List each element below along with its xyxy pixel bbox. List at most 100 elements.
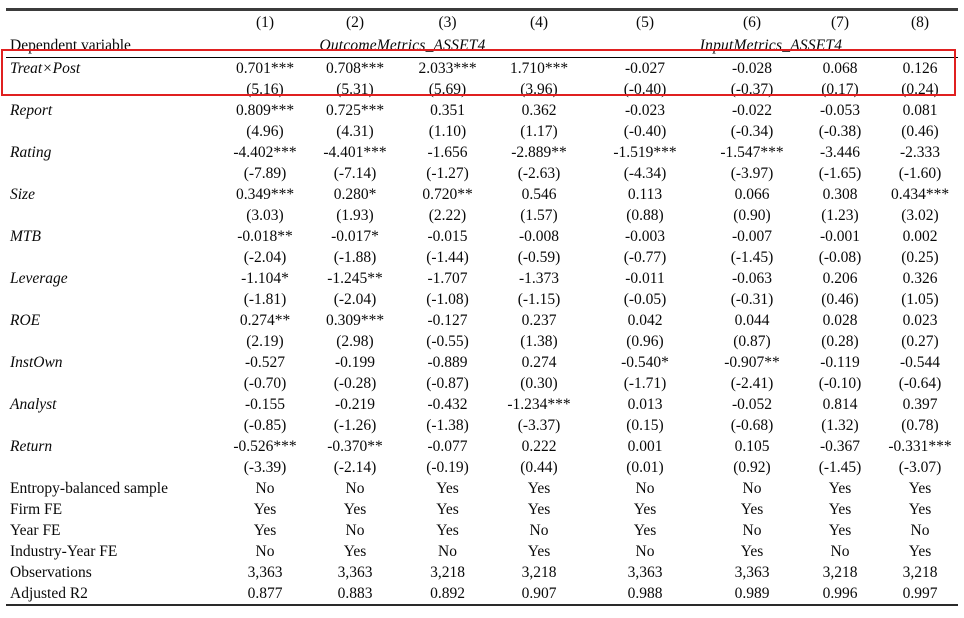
spec-value-cell: 3,218 [822, 564, 858, 581]
spec-value-cell: 0.877 [247, 585, 283, 602]
spec-value-cell: Yes [436, 480, 459, 497]
coefficient-cell: 0.066 [734, 186, 770, 203]
column-number: (7) [830, 14, 850, 31]
spec-value-cell: 0.883 [337, 585, 373, 602]
coefficient-cell: 0.126 [902, 60, 938, 77]
coefficient-cell: 0.237 [521, 312, 557, 329]
spec-value-cell: Yes [527, 543, 551, 560]
coefficient-cell: 0.362 [521, 102, 557, 119]
coefficient-cell: -0.219 [334, 396, 376, 413]
coefficient-cell: -0.370** [327, 438, 383, 455]
dependent-variable-row: Dependent variable OutcomeMetrics_ASSET4 I… [6, 34, 958, 58]
dep-var-group-header: OutcomeMetrics_ASSET4 [319, 37, 486, 54]
coefficient-cell: -0.007 [731, 228, 773, 245]
spec-value-cell: No [345, 480, 365, 497]
spec-value-cell: No [635, 543, 655, 560]
spec-row: Adjusted R2 0.877 0.883 0.892 0.907 0.988 0.98… [6, 583, 958, 605]
spec-value-cell: 3,218 [430, 564, 465, 581]
coefficient-cell: 0.809*** [235, 102, 295, 119]
column-number: (6) [742, 14, 762, 31]
spec-value-cell: No [830, 543, 850, 560]
coefficient-row: Leverage -1.104* -1.245** -1.707 -1.373 -0.01… [6, 268, 958, 289]
coefficient-cell: -0.889 [427, 354, 468, 371]
spec-value-cell: No [255, 480, 275, 497]
spec-value-cell: 3,363 [247, 564, 283, 581]
tstat-cell: (-0.34) [730, 123, 774, 140]
coefficient-row: Return -0.526*** -0.370** -0.077 0.222 0.001 0… [6, 436, 958, 457]
tstat-cell: (-2.14) [333, 459, 377, 476]
tstat-spacer [6, 289, 221, 310]
tstat-cell: (-0.10) [818, 375, 862, 392]
spec-value-cell: 0.892 [430, 585, 465, 602]
variable-label: Treat×Post [10, 60, 81, 77]
coefficient-row: Analyst -0.155 -0.219 -0.432 -1.234*** 0.013 -… [6, 394, 958, 415]
column-number: (2) [345, 14, 365, 31]
tstat-cell: (2.22) [428, 207, 467, 224]
spec-value-cell: 0.997 [902, 585, 938, 602]
spec-value-cell: Yes [908, 480, 932, 497]
spec-label: Firm FE [10, 501, 63, 518]
coefficient-cell: -0.907** [724, 354, 780, 371]
coefficient-cell: 0.081 [902, 102, 938, 119]
tstat-cell: (2.19) [246, 333, 284, 350]
spec-value-cell: Yes [436, 501, 459, 518]
coefficient-cell: -1.656 [427, 144, 468, 161]
coefficient-cell: -0.023 [624, 102, 666, 119]
tstat-cell: (5.16) [246, 81, 284, 98]
tstat-row: (3.03) (1.93) (2.22) (1.57) (0.88) (0.90) (1.2… [6, 205, 958, 226]
coefficient-cell: 0.280* [333, 186, 377, 203]
tstat-cell: (1.17) [520, 123, 558, 140]
coefficient-cell: -0.027 [624, 60, 666, 77]
coefficient-cell: -0.331*** [888, 438, 952, 455]
tstat-row: (4.96) (4.31) (1.10) (1.17) (-0.40) (-0.34) (-… [6, 121, 958, 142]
variable-label: ROE [10, 312, 41, 329]
spec-value-cell: No [742, 480, 762, 497]
tstat-cell: (-0.85) [243, 417, 287, 434]
variable-label: Analyst [10, 396, 57, 413]
tstat-cell: (0.96) [626, 333, 664, 350]
tstat-cell: (0.87) [733, 333, 771, 350]
spec-value-cell: Yes [740, 501, 764, 518]
tstat-cell: (0.24) [901, 81, 939, 98]
tstat-cell: (-1.71) [623, 375, 667, 392]
coefficient-cell: -0.018** [237, 228, 293, 245]
spec-value-cell: 3,363 [337, 564, 373, 581]
tstat-cell: (5.31) [336, 81, 374, 98]
variable-label: Report [10, 102, 53, 119]
tstat-cell: (-1.65) [818, 165, 862, 182]
spec-value-cell: 0.907 [521, 585, 557, 602]
coefficient-row: Treat×Post 0.701*** 0.708*** 2.033*** 1.710*… [6, 58, 958, 80]
spec-value-cell: Yes [436, 522, 459, 539]
coefficient-row: MTB -0.018** -0.017* -0.015 -0.008 -0.003 -0.0… [6, 226, 958, 247]
tstat-cell: (1.93) [336, 207, 374, 224]
coefficient-cell: 0.013 [627, 396, 663, 413]
coefficient-cell: 0.309*** [325, 312, 385, 329]
spec-value-cell: 3,218 [521, 564, 557, 581]
spec-value-cell: Yes [253, 501, 277, 518]
tstat-cell: (-2.41) [730, 375, 774, 392]
column-number: (4) [529, 14, 549, 31]
coefficient-cell: -1.547*** [720, 144, 784, 161]
tstat-cell: (-0.55) [426, 333, 469, 350]
tstat-cell: (-0.64) [898, 375, 942, 392]
coefficient-cell: -3.446 [819, 144, 861, 161]
tstat-spacer [6, 373, 221, 394]
spec-value-cell: No [529, 522, 549, 539]
spec-value-cell: 3,363 [627, 564, 663, 581]
spec-value-cell: Yes [828, 522, 852, 539]
coefficient-cell: -0.053 [819, 102, 861, 119]
variable-label: MTB [10, 228, 41, 245]
column-number-row: (1) (2) (3) (4) (5) (6) (7) (8) [6, 10, 958, 35]
tstat-cell: (-0.59) [517, 249, 561, 266]
coefficient-cell: -1.373 [518, 270, 560, 287]
coefficient-cell: 0.222 [521, 438, 557, 455]
coefficient-cell: -0.028 [731, 60, 773, 77]
tstat-cell: (-1.81) [243, 291, 287, 308]
coefficient-cell: -1.707 [427, 270, 468, 287]
tstat-cell: (-3.97) [730, 165, 774, 182]
coefficient-cell: -4.401*** [323, 144, 387, 161]
coefficient-cell: 0.351 [430, 102, 465, 119]
spec-value-cell: 0.988 [627, 585, 663, 602]
tstat-cell: (-0.37) [730, 81, 774, 98]
tstat-cell: (-0.40) [623, 123, 667, 140]
